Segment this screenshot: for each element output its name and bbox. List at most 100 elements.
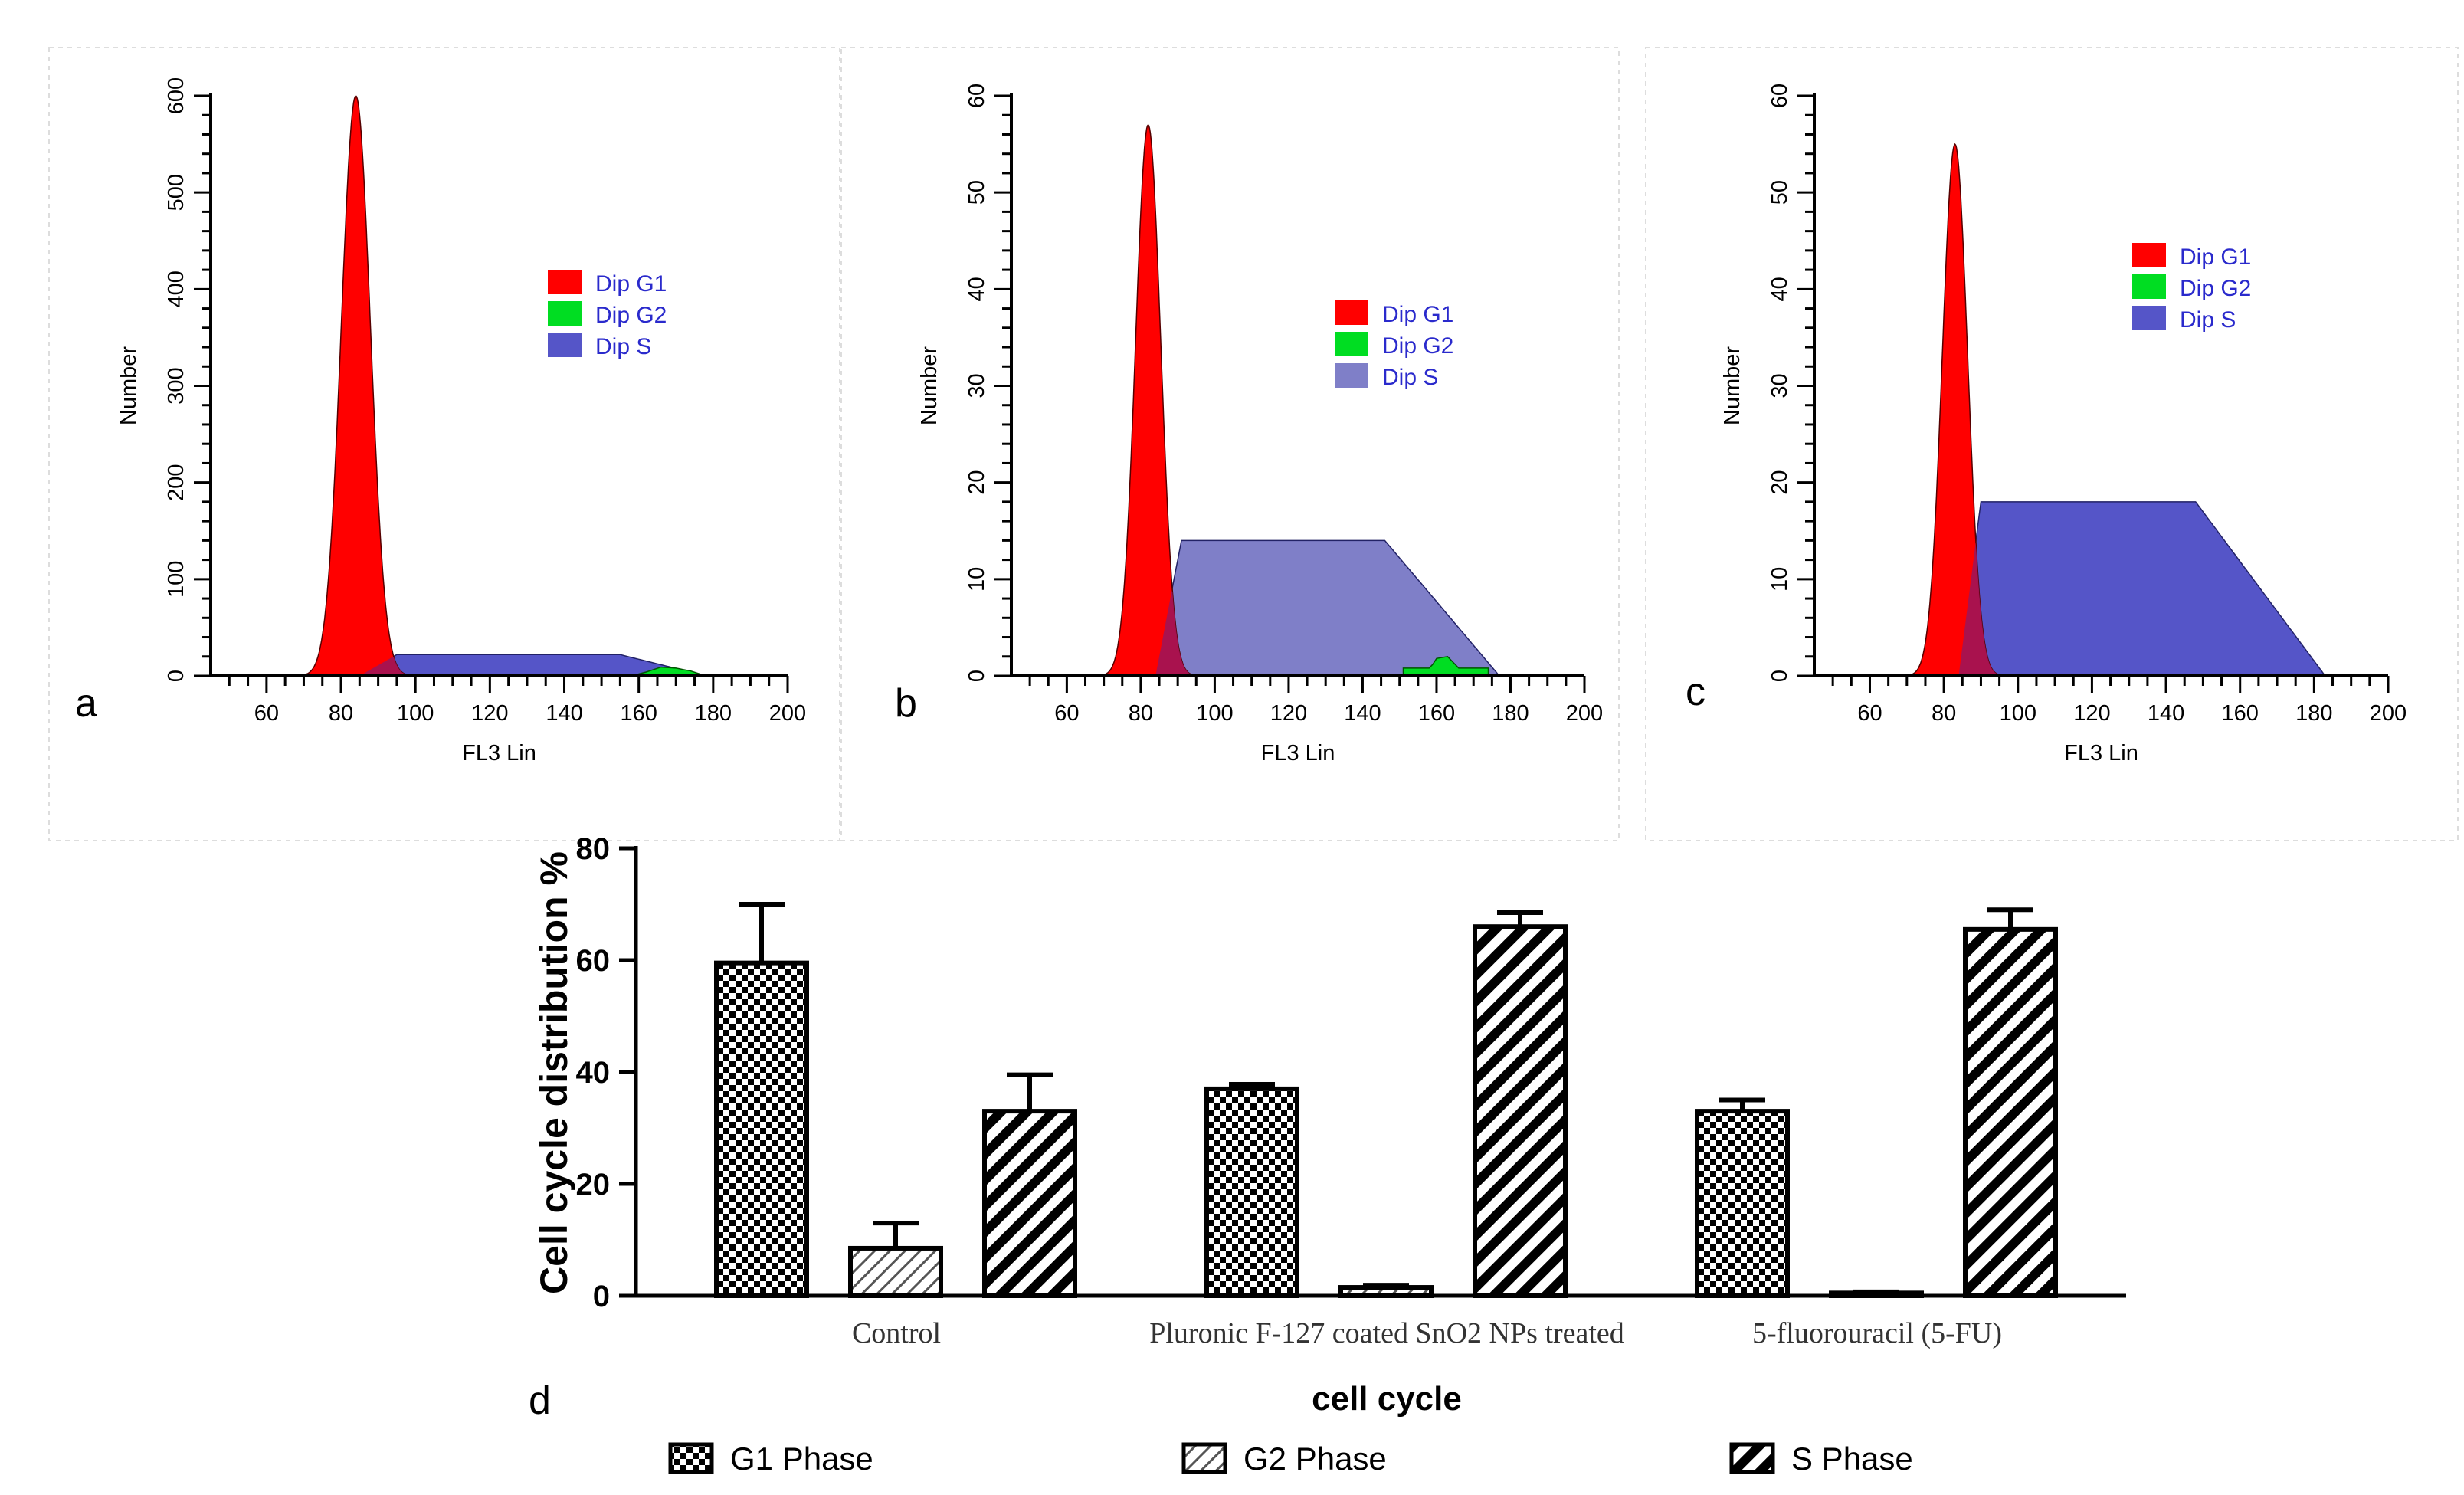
x-tick-label: 60: [254, 701, 279, 726]
bar: [1204, 1086, 1299, 1299]
legend-label: G1 Phase: [730, 1441, 873, 1477]
histogram-panel-c: 60 80 100 120 140 160 180 200 0 10 20 30 40 50 60 FL3 L…: [1720, 84, 2407, 766]
y-tick-label: 60: [965, 84, 989, 108]
x-tick-label: 200: [2370, 701, 2407, 726]
x-tick-label: 160: [1418, 701, 1455, 726]
legend-swatch: [2132, 274, 2166, 299]
legend-swatch: [1335, 332, 1368, 356]
histogram-panel-a: 60 80 100 120 140 160 180 200 0 100 200 300 400 500 60…: [116, 77, 806, 766]
y-tick-label: 600: [164, 77, 188, 114]
category-label: 5-fluorouracil (5-FU): [1752, 1317, 2002, 1349]
frame-c: [1645, 47, 2459, 841]
y-tick-label: 20: [576, 1168, 611, 1202]
bar: [1473, 924, 1568, 1298]
g1-s-overlap-area: [1958, 542, 2006, 676]
legend-label: Dip G1: [2180, 244, 2251, 270]
y-tick-label: 400: [164, 270, 188, 307]
y-tick-label: 50: [965, 180, 989, 205]
s-phase-area: [357, 654, 706, 677]
x-axis-label: FL3 Lin: [1261, 741, 1335, 766]
category-label: Pluronic F-127 coated SnO2 NPs treated: [1149, 1317, 1624, 1349]
bar-chart-panel-d: 0 20 40 60 80 Control Pluronic F-127 coated Sn…: [532, 832, 2126, 1477]
x-tick-label: 60: [1054, 701, 1079, 726]
y-tick-label: 0: [164, 670, 188, 682]
frame-b: [840, 47, 1620, 841]
y-tick-label: 100: [164, 561, 188, 598]
legend-label: Dip G2: [2180, 276, 2251, 301]
legend-swatch: [548, 270, 582, 294]
legend-swatch: [668, 1442, 714, 1474]
x-tick-label: 140: [2148, 701, 2184, 726]
y-tick-label: 200: [164, 464, 188, 500]
y-tick-label: 20: [1768, 470, 1792, 495]
y-tick-label: 40: [965, 277, 989, 301]
y-tick-label: 50: [1768, 180, 1792, 205]
category-label: Control: [852, 1317, 941, 1349]
legend-label: Dip G2: [595, 303, 667, 328]
legend-label: G2 Phase: [1243, 1441, 1387, 1477]
y-tick-label: 500: [164, 174, 188, 211]
y-tick-label: 0: [965, 670, 989, 682]
y-tick-label: 40: [1768, 277, 1792, 301]
frame-a: [48, 47, 840, 841]
y-tick-label: 30: [965, 373, 989, 398]
legend-label: Dip G1: [1382, 302, 1453, 327]
x-tick-label: 80: [329, 701, 353, 726]
x-tick-label: 100: [2000, 701, 2036, 726]
x-axis-label: FL3 Lin: [2064, 741, 2138, 766]
x-tick-label: 140: [546, 701, 582, 726]
g1-s-overlap-area: [359, 657, 414, 676]
x-tick-label: 80: [1932, 701, 1956, 726]
legend-swatch: [1181, 1442, 1227, 1474]
legend-label: Dip S: [2180, 307, 2236, 333]
panel-label-b: b: [895, 681, 917, 726]
bar: [982, 1109, 1077, 1298]
x-tick-label: 60: [1857, 701, 1882, 726]
histogram-panel-b: 60 80 100 120 140 160 180 200 0 10 20 30 40 50 60 FL3 L…: [917, 84, 1603, 766]
legend-swatch: [548, 301, 582, 326]
y-tick-label: 10: [965, 567, 989, 592]
bar: [1963, 926, 2058, 1298]
y-tick-label: 20: [965, 470, 989, 495]
legend-swatch: [1335, 300, 1368, 325]
legend-swatch: [548, 333, 582, 357]
x-axis-title: cell cycle: [1312, 1380, 1462, 1418]
x-tick-label: 200: [769, 701, 806, 726]
y-tick-label: 300: [164, 367, 188, 404]
y-tick-label: 60: [576, 944, 611, 978]
g1-s-overlap-area: [1155, 591, 1199, 676]
y-axis-title: Cell cycle distribution %: [532, 851, 575, 1294]
legend-swatch: [2132, 306, 2166, 330]
legend-label: Dip S: [595, 334, 651, 359]
bar: [848, 1245, 943, 1298]
g1-peak-area: [297, 94, 414, 677]
x-tick-label: 160: [620, 701, 657, 726]
y-axis-label: Number: [116, 346, 141, 425]
legend-swatch: [1335, 363, 1368, 388]
bar: [1695, 1109, 1790, 1298]
legend-label: Dip G2: [1382, 333, 1453, 359]
legend-label: S Phase: [1791, 1441, 1913, 1477]
legend-swatch: [2132, 243, 2166, 267]
y-tick-label: 0: [593, 1280, 610, 1313]
y-axis-label: Number: [917, 346, 942, 425]
s-phase-area: [1155, 539, 1500, 677]
legend-swatch: [1729, 1442, 1775, 1474]
x-tick-label: 180: [695, 701, 732, 726]
panel-label-c: c: [1686, 670, 1705, 714]
legend-label: Dip G1: [595, 271, 667, 297]
y-tick-label: 0: [1768, 670, 1792, 682]
y-tick-label: 60: [1768, 84, 1792, 108]
x-tick-label: 140: [1344, 701, 1381, 726]
x-tick-label: 160: [2222, 701, 2259, 726]
x-tick-label: 100: [397, 701, 434, 726]
y-tick-label: 10: [1768, 567, 1792, 592]
x-tick-label: 120: [2073, 701, 2110, 726]
legend-label: Dip S: [1382, 365, 1438, 390]
x-tick-label: 200: [1566, 701, 1603, 726]
bar: [714, 960, 809, 1299]
y-tick-label: 30: [1768, 373, 1792, 398]
x-tick-label: 180: [2295, 701, 2332, 726]
x-tick-label: 80: [1129, 701, 1153, 726]
